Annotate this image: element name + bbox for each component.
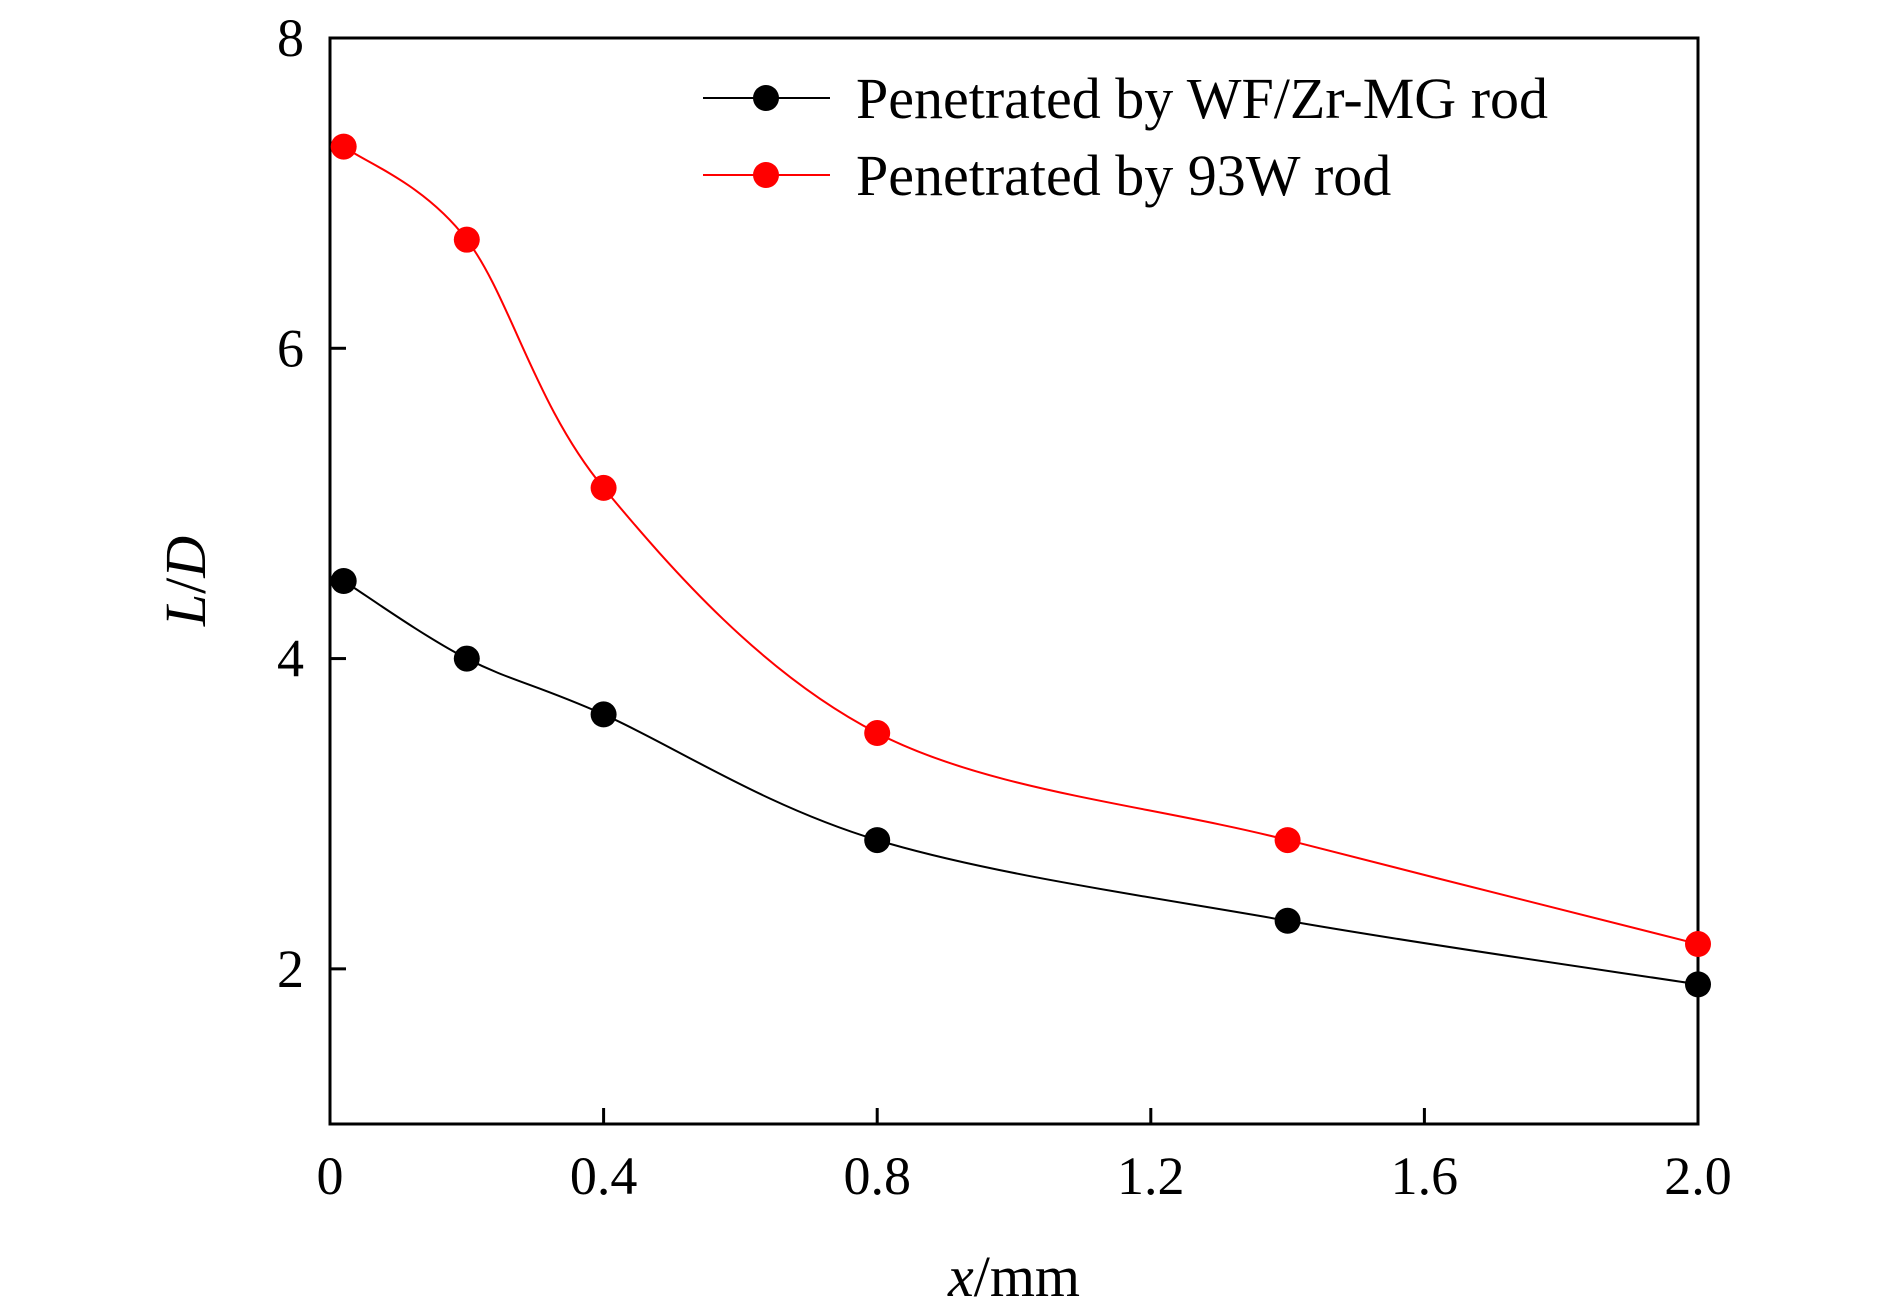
legend-item: Penetrated by 93W rod	[703, 143, 1391, 208]
legend-item: Penetrated by WF/Zr-MG rod	[703, 66, 1548, 131]
y-tick-label: 4	[277, 629, 304, 689]
y-axis-label-separator: /	[153, 577, 218, 594]
legend-marker	[753, 85, 779, 111]
x-tick-label: 2.0	[1664, 1146, 1732, 1206]
x-tick-label: 1.6	[1391, 1146, 1459, 1206]
legend-label: Penetrated by 93W rod	[856, 143, 1391, 208]
series-line	[343, 145, 1699, 946]
x-tick-label: 0.4	[570, 1146, 638, 1206]
plot-frame	[328, 36, 1700, 1126]
data-point	[1685, 931, 1711, 958]
x-axis-label: x/mm	[947, 1244, 1080, 1309]
y-tick-label: 6	[277, 318, 304, 378]
y-axis: 2 4 6 8	[277, 8, 346, 999]
data-point	[864, 827, 891, 854]
data-point	[330, 568, 357, 594]
data-point	[590, 701, 617, 728]
x-axis-label-var: x	[947, 1244, 974, 1309]
series-curves	[343, 145, 1699, 986]
data-point	[453, 226, 480, 253]
y-axis-label-numerator: L	[153, 594, 218, 627]
y-tick-label: 8	[277, 8, 304, 68]
data-point	[864, 720, 891, 747]
data-point	[1685, 971, 1711, 998]
data-point	[1274, 827, 1301, 854]
x-tick-label: 0.8	[843, 1146, 911, 1206]
x-tick-label: 0	[317, 1146, 344, 1206]
y-tick-label: 2	[277, 939, 304, 999]
x-axis: 0 0.4 0.8 1.2 1.6 2.0	[317, 1108, 1732, 1206]
legend: Penetrated by WF/Zr-MG rod Penetrated by…	[703, 66, 1548, 208]
data-point	[1274, 907, 1301, 934]
data-point	[453, 645, 480, 672]
data-point	[330, 133, 357, 160]
x-tick-label: 1.2	[1117, 1146, 1185, 1206]
legend-marker	[753, 162, 779, 188]
y-axis-label: L/D	[153, 536, 218, 627]
y-axis-label-denominator: D	[153, 536, 218, 579]
x-axis-label-unit: /mm	[974, 1244, 1080, 1309]
legend-label: Penetrated by WF/Zr-MG rod	[856, 66, 1548, 131]
series-markers	[330, 133, 1711, 998]
data-point	[590, 474, 617, 501]
